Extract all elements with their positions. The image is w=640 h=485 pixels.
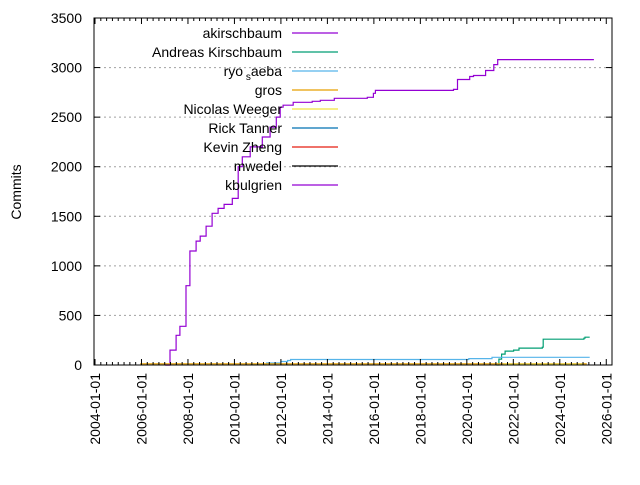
y-axis-label: Commits: [8, 164, 24, 219]
x-tick-label: 2026-01-01: [598, 373, 614, 445]
grid-lines: [94, 67, 612, 316]
legend-label: Kevin Zheng: [203, 139, 282, 155]
legend-label: ryo saeba: [224, 63, 283, 83]
x-tick-label: 2008-01-01: [180, 373, 196, 445]
axis-ticks: [94, 17, 612, 366]
legend-label: gros: [255, 82, 282, 98]
y-tick-label: 500: [59, 307, 83, 323]
x-tick-label: 2016-01-01: [366, 373, 382, 445]
x-tick-label: 2006-01-01: [133, 373, 149, 445]
plot-border: [93, 17, 613, 366]
y-tick-label: 3500: [51, 10, 82, 26]
y-tick-label: 2500: [51, 109, 82, 125]
x-tick-label: 2018-01-01: [412, 373, 428, 445]
y-tick-label: 1500: [51, 208, 82, 224]
series-line-akirschbaum: [165, 59, 594, 366]
x-tick-label: 2020-01-01: [459, 373, 475, 445]
legend-label: Rick Tanner: [208, 120, 282, 136]
x-tick-label: 2012-01-01: [273, 373, 289, 445]
x-tick-label: 2010-01-01: [226, 373, 242, 445]
legend-label: akirschbaum: [203, 25, 282, 41]
legend-label: mwedel: [234, 158, 282, 174]
x-tick-label: 2022-01-01: [505, 373, 521, 445]
x-tick-label: 2004-01-01: [87, 373, 103, 445]
y-tick-label: 2000: [51, 159, 82, 175]
legend-label: Andreas Kirschbaum: [152, 44, 282, 60]
y-tick-label: 3000: [51, 60, 82, 76]
legend: akirschbaum Andreas Kirschbaum ryo saebagr…: [152, 25, 338, 193]
legend-label: kbulgrien: [225, 177, 282, 193]
y-tick-label: 1000: [51, 258, 82, 274]
y-tick-labels: 0 500 1000 1500 2000 2500 3000 3500: [51, 10, 82, 373]
y-tick-label: 0: [74, 357, 82, 373]
series-line-andreas-kirschbaum: [496, 336, 590, 366]
x-tick-label: 2024-01-01: [552, 373, 568, 445]
legend-label: Nicolas Weeger: [183, 101, 282, 117]
x-tick-label: 2014-01-01: [319, 373, 335, 445]
x-tick-labels: 2004-01-01 2006-01-01 2008-01-01 2010-01-01…: [87, 373, 614, 445]
